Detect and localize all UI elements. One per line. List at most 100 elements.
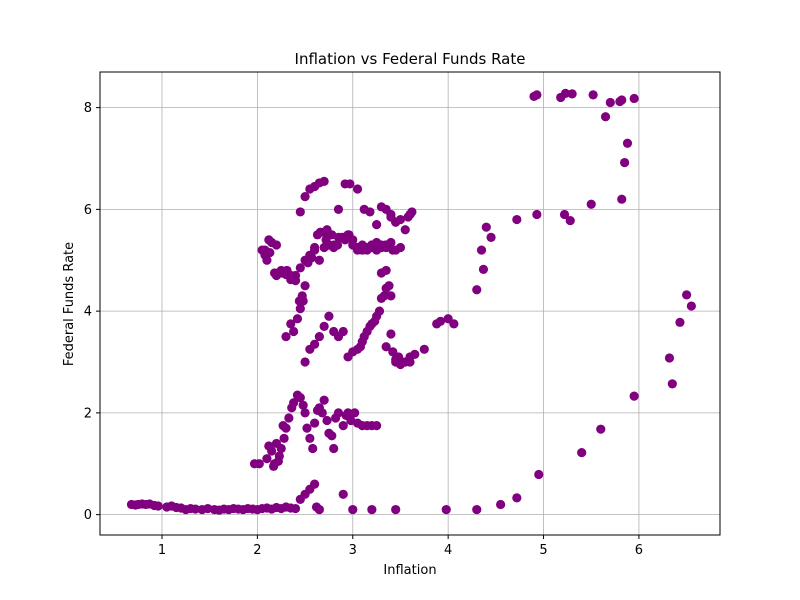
scatter-point <box>588 90 598 100</box>
x-tick-label: 1 <box>158 543 166 558</box>
scatter-point <box>317 408 327 418</box>
scatter-point <box>379 291 389 301</box>
scatter-point <box>319 321 329 331</box>
scatter-point <box>372 421 382 431</box>
scatter-point <box>449 319 459 329</box>
x-tick-label: 6 <box>635 543 643 558</box>
scatter-point <box>300 408 310 418</box>
scatter-point <box>190 504 200 514</box>
scatter-point <box>388 245 398 255</box>
scatter-point <box>476 245 487 255</box>
x-tick-label: 3 <box>349 543 357 558</box>
scatter-point <box>153 501 163 511</box>
plot-frame <box>99 71 721 536</box>
scatter-point <box>327 431 337 441</box>
scatter-point <box>386 291 396 301</box>
scatter-point <box>292 314 303 324</box>
data-points <box>126 88 696 515</box>
scatter-point <box>300 281 310 291</box>
scatter-point <box>667 379 677 389</box>
scatter-point <box>298 400 308 410</box>
scatter-point <box>295 207 305 217</box>
scatter-point <box>605 97 615 108</box>
scatter-point <box>269 461 279 471</box>
scatter-point <box>345 179 355 189</box>
scatter-point <box>365 207 375 217</box>
scatter-point <box>478 264 489 275</box>
x-tick-label: 4 <box>444 543 452 558</box>
scatter-point <box>600 112 611 122</box>
scatter-point <box>532 209 542 220</box>
scatter-point <box>472 504 482 515</box>
scatter-point <box>298 296 308 306</box>
scatter-point <box>314 504 324 515</box>
y-tick-label: 2 <box>84 406 92 421</box>
scatter-point <box>262 255 272 265</box>
scatter-point <box>577 447 587 458</box>
scatter-point <box>419 344 429 354</box>
scatter-point <box>407 207 417 217</box>
scatter-point <box>481 222 491 232</box>
scatter-point <box>622 138 633 148</box>
scatter-point <box>289 326 299 337</box>
scatter-point <box>310 339 320 349</box>
scatter-point <box>367 504 377 515</box>
scatter-point <box>559 209 570 220</box>
scatter-point <box>496 499 506 510</box>
scatter-point <box>472 285 482 295</box>
scatter-point <box>391 504 401 515</box>
scatter-point <box>386 209 396 220</box>
scatter-point <box>675 317 685 327</box>
scatter-point <box>274 451 284 461</box>
scatter-point <box>300 192 310 202</box>
scatter-point <box>295 263 305 273</box>
scatter-point <box>617 95 627 105</box>
scatter-point <box>319 395 329 405</box>
scatter-point <box>617 194 627 204</box>
scatter-point <box>397 357 407 367</box>
scatter-point <box>629 391 639 401</box>
scatter-point <box>395 242 406 253</box>
scatter-point <box>400 225 410 235</box>
scatter-point <box>290 270 301 281</box>
scatter-point <box>324 311 334 321</box>
scatter-point <box>333 408 344 418</box>
y-axis-label: Federal Funds Rate <box>62 242 77 366</box>
scatter-point <box>350 408 360 418</box>
y-tick-label: 0 <box>84 508 92 523</box>
scatter-point <box>284 413 294 423</box>
scatter-point <box>486 232 496 242</box>
scatter-point <box>314 255 324 265</box>
scatter-point <box>374 306 385 316</box>
scatter-point <box>329 443 339 454</box>
scatter-point <box>372 220 382 230</box>
scatter-point <box>310 418 320 428</box>
scatter-point <box>333 204 344 214</box>
scatter-point <box>329 240 339 250</box>
y-tick-label: 6 <box>84 203 92 218</box>
scatter-point <box>586 199 596 209</box>
scatter-point <box>620 157 630 168</box>
scatter-point <box>556 92 566 103</box>
scatter-point <box>314 331 324 342</box>
scatter-point <box>512 493 522 503</box>
scatter-point <box>405 357 415 367</box>
x-tick-label: 2 <box>253 543 261 558</box>
scatter-point <box>322 415 332 426</box>
scatter-point <box>343 408 353 418</box>
scatter-point <box>262 454 272 464</box>
scatter-point <box>278 421 288 431</box>
scatter-point <box>686 301 696 311</box>
scatter-point <box>410 349 420 359</box>
y-tick-label: 4 <box>84 305 92 320</box>
scatter-point <box>290 503 301 514</box>
scatter-point <box>534 469 544 480</box>
scatter-point <box>308 443 318 454</box>
scatter-point <box>295 393 305 403</box>
scatter-point <box>267 237 277 248</box>
scatter-point <box>381 265 391 276</box>
scatter-point <box>327 230 337 240</box>
axes: 1 2 3 4 5 6 0 2 4 6 8 <box>84 71 721 558</box>
